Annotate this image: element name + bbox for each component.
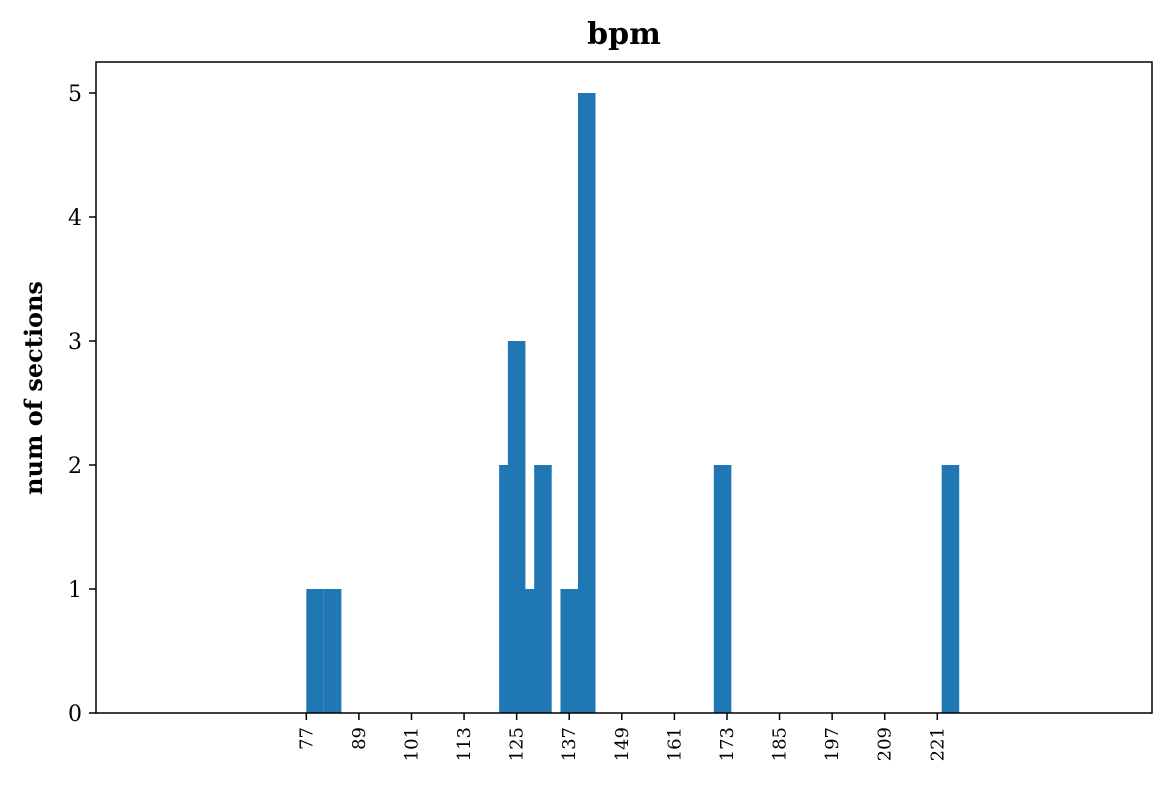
x-tick-label: 125 <box>507 727 528 761</box>
y-tick-label: 4 <box>68 206 82 231</box>
y-tick-label: 2 <box>68 454 82 479</box>
x-tick-label: 89 <box>349 727 370 750</box>
y-tick-label: 1 <box>68 578 82 603</box>
x-tick-label: 77 <box>296 727 317 750</box>
x-tick-label: 101 <box>401 727 422 761</box>
x-tick-label: 209 <box>875 727 896 761</box>
x-tick-label: 137 <box>559 727 580 761</box>
x-tick-label: 221 <box>927 727 948 761</box>
x-tick-label: 113 <box>454 727 475 761</box>
x-tick-label: 185 <box>770 727 791 761</box>
y-tick-label: 5 <box>68 82 82 107</box>
histogram-bar-6 <box>534 465 552 713</box>
x-ticks: 77 89 101 113 125 137 149 161 173 185 197 209 221 <box>296 713 948 761</box>
y-ticks: 0 1 2 3 4 5 <box>68 82 96 727</box>
bars-group <box>306 93 960 713</box>
x-tick-label: 161 <box>664 727 685 761</box>
histogram-bar-0 <box>306 589 324 713</box>
plot-frame <box>95 61 1153 714</box>
histogram-bar-9 <box>577 93 596 713</box>
histogram-bar-11 <box>941 465 960 713</box>
y-tick-label: 3 <box>68 330 82 355</box>
histogram-bar-10 <box>713 465 732 713</box>
chart-title: bpm <box>587 17 661 52</box>
x-tick-label: 173 <box>717 727 738 761</box>
x-tick-label: 149 <box>612 727 633 761</box>
x-tick-label: 197 <box>822 727 843 761</box>
histogram-bar-1 <box>323 589 342 713</box>
y-axis-label: num of sections <box>19 281 48 495</box>
y-tick-label: 0 <box>68 702 82 727</box>
